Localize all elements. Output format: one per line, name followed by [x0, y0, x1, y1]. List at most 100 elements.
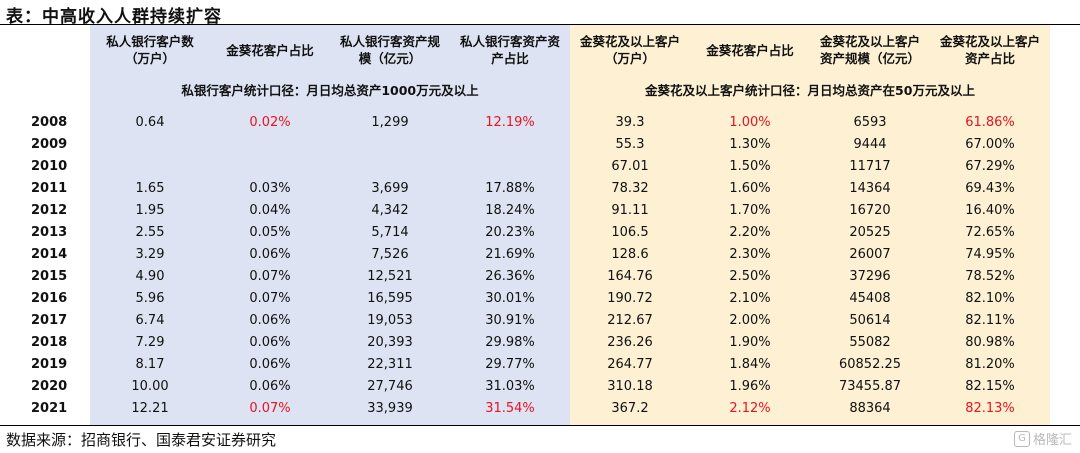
year-cell: 2015: [31, 268, 68, 284]
sunflower-criteria-note: 金葵花及以上客户统计口径：月日均总资产在50万元及以上: [645, 83, 975, 98]
year-cell: 2011: [31, 180, 68, 196]
gelonghui-logo-icon: G: [1013, 430, 1030, 447]
sunflower-asset-share-cell: 82.11%: [965, 312, 1015, 328]
sunflower-asset-share-cell: 82.13%: [965, 400, 1015, 416]
private-client-share-cell: 0.02%: [249, 114, 291, 130]
sunflower-client-share-cell: 1.50%: [729, 158, 771, 174]
bottom-rule: [0, 425, 1080, 426]
private-assets-cell: 19,053: [367, 312, 413, 328]
sunflower-client-share-cell: 1.90%: [729, 334, 771, 350]
private-assets-cell: 5,714: [371, 224, 409, 240]
sunflower-column-band: [570, 25, 1050, 425]
sunflower-asset-share-cell: 67.29%: [965, 158, 1015, 174]
private-clients-cell: 6.74: [135, 312, 165, 328]
private-client-share-cell: 0.07%: [249, 290, 291, 306]
year-cell: 2010: [31, 158, 68, 174]
private-asset-share-cell: 30.91%: [485, 312, 535, 328]
sunflower-assets-cell: 20525: [849, 224, 891, 240]
table-row: 2017 6.74 0.06% 19,053 30.91% 212.67 2.00% 5061…: [0, 309, 1050, 331]
year-cell: 2017: [31, 312, 68, 328]
table-row: 2011 1.65 0.03% 3,699 17.88% 78.32 1.60% 14364 6…: [0, 177, 1050, 199]
private-asset-share-cell: 17.88%: [485, 180, 535, 196]
private-asset-share-cell: 26.36%: [485, 268, 535, 284]
private-asset-share-cell: 12.19%: [485, 114, 535, 130]
sunflower-assets-cell: 88364: [849, 400, 891, 416]
private-asset-share-cell: 31.03%: [485, 378, 535, 394]
private-asset-share-cell: 29.77%: [485, 356, 535, 372]
sunflower-assets-cell: 14364: [849, 180, 891, 196]
sunflower-asset-share-cell: 74.95%: [965, 246, 1015, 262]
data-table: 2008 0.64 0.02% 1,299 12.19% 39.3 1.00% 6593 61.…: [0, 111, 1050, 419]
private-assets-cell: 7,526: [371, 246, 409, 262]
private-asset-share-cell: 18.24%: [485, 202, 535, 218]
year-cell: 2009: [31, 136, 68, 152]
private-clients-cell: 5.96: [135, 290, 165, 306]
private-assets-cell: [330, 133, 450, 155]
private-client-share-cell: 0.06%: [249, 378, 291, 394]
sunflower-client-share-cell: 1.84%: [729, 356, 771, 372]
private-assets-cell: 4,342: [371, 202, 409, 218]
sunflower-clients-cell: 91.11: [611, 202, 649, 218]
year-cell: 2018: [31, 334, 68, 350]
private-client-share-cell: 0.07%: [249, 268, 291, 284]
private-assets-cell: 27,746: [367, 378, 413, 394]
watermark: G 格隆汇: [1013, 429, 1072, 448]
data-source: 数据来源：招商银行、国泰君安证券研究: [6, 431, 277, 449]
sunflower-clients-cell: 236.26: [607, 334, 653, 350]
sunflower-client-share-cell: 2.30%: [729, 246, 771, 262]
private-assets-cell: [330, 155, 450, 177]
sunflower-client-share-cell: 1.00%: [729, 114, 771, 130]
private-clients-cell: [90, 155, 210, 177]
watermark-text: 格隆汇: [1032, 433, 1072, 448]
private-bank-criteria-note: 私银行客户统计口径：月日均总资产1000万元及以上: [181, 83, 479, 98]
private-client-share-cell: 0.05%: [249, 224, 291, 240]
sunflower-assets-cell: 11717: [849, 158, 891, 174]
table-row: 2015 4.90 0.07% 12,521 26.36% 164.76 2.50% 3729…: [0, 265, 1050, 287]
sunflower-clients-cell: 106.5: [611, 224, 649, 240]
year-cell: 2016: [31, 290, 68, 306]
sunflower-clients-cell: 264.77: [607, 356, 653, 372]
private-assets-cell: 20,393: [367, 334, 413, 350]
private-asset-share-cell: [450, 155, 570, 177]
table-row: 2014 3.29 0.06% 7,526 21.69% 128.6 2.30% 26007 7…: [0, 243, 1050, 265]
sunflower-clients-cell: 190.72: [607, 290, 653, 306]
private-client-share-cell: 0.06%: [249, 246, 291, 262]
private-assets-cell: 22,311: [367, 356, 413, 372]
sunflower-asset-share-cell: 81.20%: [965, 356, 1015, 372]
private-clients-cell: 1.95: [135, 202, 165, 218]
table-row: 2016 5.96 0.07% 16,595 30.01% 190.72 2.10% 4540…: [0, 287, 1050, 309]
sunflower-assets-cell: 16720: [849, 202, 891, 218]
private-asset-share-cell: 30.01%: [485, 290, 535, 306]
private-client-share-cell: 0.06%: [249, 356, 291, 372]
header-private-asset-share: 私人银行客资产资 产占比: [459, 34, 560, 66]
private-client-share-cell: 0.03%: [249, 180, 291, 196]
header-sunflower-assets: 金葵花及以上客户 资产规模（亿元）: [819, 34, 920, 66]
sunflower-clients-cell: 212.67: [607, 312, 653, 328]
private-assets-cell: 33,939: [367, 400, 413, 416]
sunflower-clients-cell: 310.18: [607, 378, 653, 394]
sunflower-asset-share-cell: 69.43%: [965, 180, 1015, 196]
table-row: 2020 10.00 0.06% 27,746 31.03% 310.18 1.96% 734…: [0, 375, 1050, 397]
private-asset-share-cell: [450, 133, 570, 155]
sunflower-clients-cell: 128.6: [611, 246, 649, 262]
private-clients-cell: 4.90: [135, 268, 165, 284]
sunflower-clients-cell: 55.3: [615, 136, 645, 152]
private-assets-cell: 16,595: [367, 290, 413, 306]
year-cell: 2020: [31, 378, 68, 394]
top-rule: [0, 24, 1080, 25]
header-private-assets: 私人银行客资产规 模（亿元）: [339, 34, 440, 66]
sunflower-asset-share-cell: 72.65%: [965, 224, 1015, 240]
sunflower-client-share-cell: 1.70%: [729, 202, 771, 218]
table-row: 2009 55.3 1.30% 9444 67.00%: [0, 133, 1050, 155]
header-sunflower-clients: 金葵花及以上客户 （万户）: [579, 34, 680, 66]
private-clients-cell: 7.29: [135, 334, 165, 350]
private-assets-cell: 3,699: [371, 180, 409, 196]
sunflower-clients-cell: 367.2: [611, 400, 649, 416]
private-bank-column-band: [90, 25, 570, 425]
private-asset-share-cell: 20.23%: [485, 224, 535, 240]
private-clients-cell: 3.29: [135, 246, 165, 262]
sunflower-clients-cell: 67.01: [611, 158, 649, 174]
table-row: 2010 67.01 1.50% 11717 67.29%: [0, 155, 1050, 177]
sunflower-clients-cell: 78.32: [611, 180, 649, 196]
private-client-share-cell: 0.06%: [249, 334, 291, 350]
